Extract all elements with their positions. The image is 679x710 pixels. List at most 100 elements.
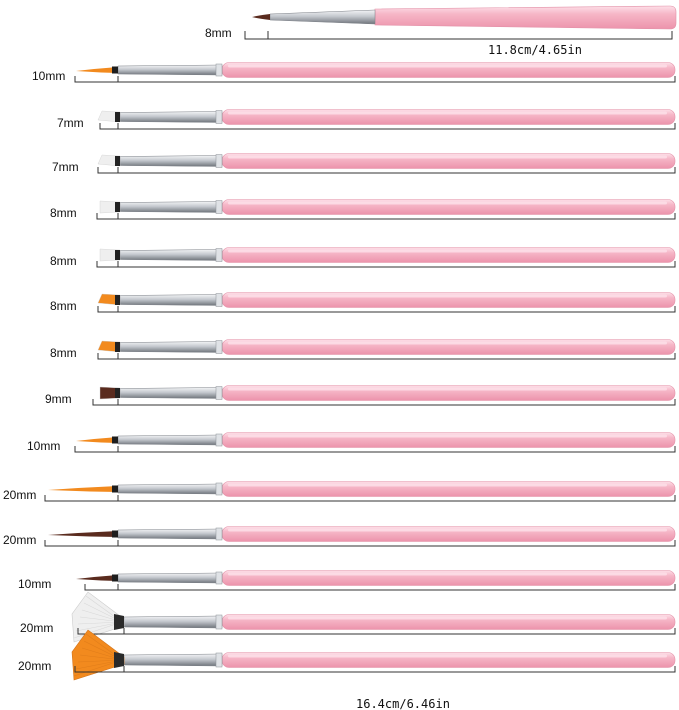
handle-highlight — [228, 249, 667, 253]
ferrule — [119, 294, 223, 306]
length-bracket — [117, 306, 676, 313]
size-label: 20mm — [3, 488, 36, 502]
ferrule-crimp — [215, 340, 223, 354]
length-bracket — [117, 261, 676, 268]
head-bracket — [96, 213, 119, 220]
head-bracket — [97, 353, 119, 360]
handle-highlight — [228, 341, 667, 345]
bristle-tip — [76, 437, 118, 443]
ferrule-crimp — [215, 527, 223, 541]
head-bracket — [92, 399, 119, 406]
brush-row: 7mm — [52, 153, 676, 174]
top-brush: 8mm 11.8cm/4.65in — [205, 5, 677, 57]
length-bracket — [117, 353, 676, 360]
handle-highlight — [228, 155, 667, 159]
handle-highlight — [228, 572, 667, 576]
bristle-tip — [76, 67, 118, 73]
top-length-label: 11.8cm/4.65in — [488, 43, 582, 57]
handle-highlight — [228, 201, 667, 205]
ferrule-crimp — [215, 63, 223, 77]
top-ferrule — [269, 9, 376, 25]
brush-row: 9mm — [45, 385, 676, 406]
ferrule — [119, 387, 223, 399]
bristle-base — [112, 66, 118, 74]
length-bracket — [117, 213, 676, 220]
ferrule — [117, 572, 223, 584]
brush-row: 8mm — [50, 247, 676, 268]
size-label: 20mm — [20, 621, 53, 635]
brush-row: 7mm — [57, 109, 676, 130]
size-label: 10mm — [18, 577, 51, 591]
size-label: 10mm — [32, 69, 65, 83]
ferrule — [117, 434, 223, 446]
size-label: 10mm — [27, 439, 60, 453]
bottom-length-label: 16.4cm/6.46in — [356, 697, 450, 710]
top-head-bracket — [244, 31, 269, 40]
length-bracket — [117, 123, 676, 130]
bristle-tip — [76, 575, 118, 581]
top-handle — [374, 5, 677, 30]
size-label: 8mm — [50, 346, 77, 360]
handle-highlight — [228, 528, 667, 532]
ferrule-crimp — [215, 248, 223, 262]
top-length-bracket — [267, 31, 673, 40]
handle-highlight — [228, 387, 667, 391]
handle-highlight — [228, 616, 667, 620]
ferrule — [123, 653, 223, 667]
brush-row: 8mm — [50, 292, 676, 313]
top-bristle — [252, 14, 270, 20]
ferrule — [119, 111, 223, 123]
head-bracket — [97, 167, 119, 174]
length-bracket — [117, 584, 676, 591]
brush-row: 20mm — [20, 591, 676, 643]
length-bracket — [117, 399, 676, 406]
ferrule — [119, 201, 223, 213]
bristle-base — [112, 436, 118, 444]
ferrule-crimp — [215, 652, 223, 668]
ferrule — [117, 64, 223, 76]
ferrule — [119, 155, 223, 167]
head-bracket — [74, 76, 119, 83]
ferrule-crimp — [215, 571, 223, 585]
bristle-base — [114, 614, 124, 630]
length-bracket — [117, 446, 676, 453]
top-head-label: 8mm — [205, 26, 232, 40]
length-bracket — [117, 76, 676, 83]
ferrule-crimp — [215, 433, 223, 447]
handle-highlight — [228, 483, 667, 487]
size-label: 9mm — [45, 392, 72, 406]
head-bracket — [84, 584, 119, 591]
handle-highlight — [228, 434, 667, 438]
bristle-tip — [48, 486, 118, 492]
length-bracket — [117, 167, 676, 174]
brush-row: 20mm — [18, 629, 676, 681]
bristle-base — [115, 250, 120, 260]
handle-highlight — [228, 294, 667, 298]
size-label: 7mm — [52, 160, 79, 174]
top-brush-art — [252, 5, 677, 30]
size-label: 20mm — [18, 659, 51, 673]
length-bracket — [117, 495, 676, 502]
bristle-base — [114, 652, 124, 668]
ferrule-crimp — [215, 614, 223, 630]
head-bracket — [99, 123, 119, 130]
size-label: 8mm — [50, 299, 77, 313]
ferrule — [123, 615, 223, 629]
brush-row: 20mm — [3, 481, 676, 502]
head-bracket — [97, 306, 119, 313]
bristle-base — [112, 574, 118, 582]
ferrule-crimp — [215, 110, 223, 124]
bristle-base — [115, 388, 120, 398]
head-bracket — [44, 495, 119, 502]
head-bracket — [74, 446, 119, 453]
bristle-tip — [48, 531, 118, 537]
size-label: 20mm — [3, 533, 36, 547]
size-label: 8mm — [50, 254, 77, 268]
bristle-base — [112, 530, 118, 538]
handle-highlight — [228, 64, 667, 68]
brush-row: 10mm — [27, 432, 676, 453]
ferrule-crimp — [215, 154, 223, 168]
brush-row: 10mm — [18, 570, 676, 591]
ferrule — [117, 528, 223, 540]
length-bracket — [123, 628, 676, 635]
